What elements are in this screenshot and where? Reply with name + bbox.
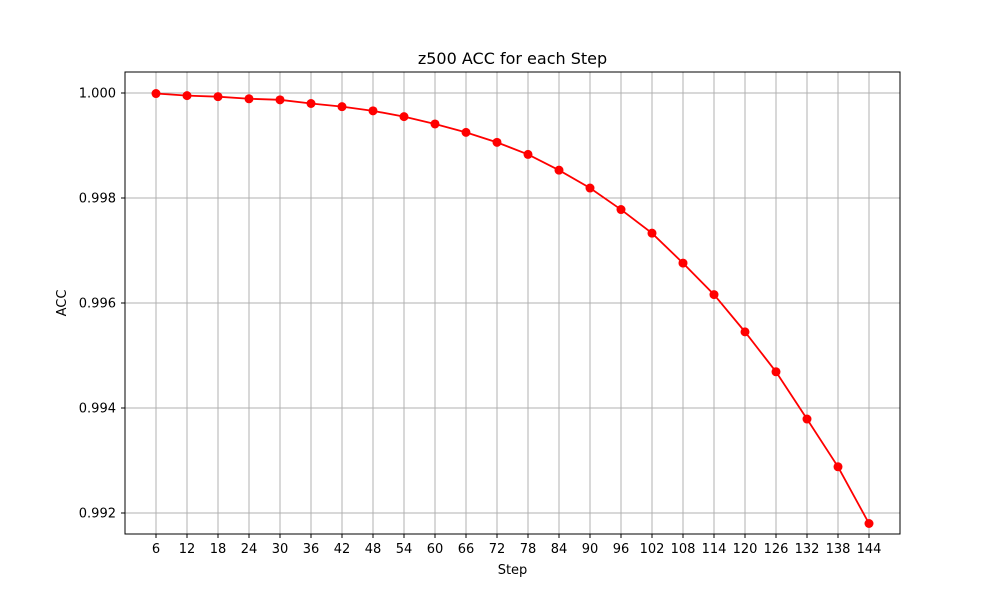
series-line <box>155 92 870 524</box>
x-tick-label: 138 <box>826 542 851 557</box>
data-point <box>771 367 781 377</box>
data-point <box>678 258 688 268</box>
x-tick-label: 12 <box>179 542 196 557</box>
data-point <box>709 290 719 300</box>
data-point <box>833 462 843 472</box>
y-tick-label: 0.998 <box>79 192 116 207</box>
data-point <box>616 205 626 215</box>
x-tick-label: 60 <box>427 542 444 557</box>
data-point <box>275 95 285 105</box>
data-point <box>213 92 223 102</box>
x-tick-label: 90 <box>582 542 599 557</box>
data-point <box>523 149 533 159</box>
x-tick-label: 42 <box>334 542 351 557</box>
x-tick-label: 108 <box>671 542 696 557</box>
x-tick-label: 126 <box>764 542 789 557</box>
x-tick-label: 36 <box>303 542 320 557</box>
data-point <box>399 112 409 122</box>
chart-title: z500 ACC for each Step <box>418 49 607 68</box>
x-tick-label: 114 <box>702 542 727 557</box>
data-point <box>647 228 657 238</box>
data-point <box>554 165 564 175</box>
x-tick-label: 120 <box>733 542 758 557</box>
data-point <box>802 414 812 424</box>
x-tick-label: 102 <box>640 542 665 557</box>
series-layer <box>151 89 874 528</box>
x-tick-label: 18 <box>210 542 227 557</box>
x-tick-label: 6 <box>152 542 160 557</box>
y-tick-label: 0.994 <box>79 402 116 417</box>
x-tick-label: 144 <box>857 542 882 557</box>
data-point <box>461 127 471 137</box>
y-tick-label: 0.992 <box>79 507 116 522</box>
data-point <box>306 99 316 108</box>
data-point <box>368 106 378 116</box>
x-tick-label: 72 <box>489 542 506 557</box>
x-tick-label: 78 <box>520 542 537 557</box>
x-axis-label: Step <box>498 563 528 578</box>
y-tick-label: 0.996 <box>79 297 116 312</box>
x-tick-label: 96 <box>613 542 630 557</box>
x-tick-label: 48 <box>365 542 382 557</box>
data-point <box>864 519 874 528</box>
grid-layer <box>125 72 900 534</box>
x-tick-label: 54 <box>396 542 413 557</box>
data-point <box>492 137 502 147</box>
x-tick-label: 66 <box>458 542 475 557</box>
data-point <box>337 102 347 112</box>
x-tick-label: 30 <box>272 542 289 557</box>
x-tick-label: 84 <box>551 542 568 557</box>
data-point <box>430 119 440 129</box>
x-tick-label: 132 <box>795 542 820 557</box>
data-point <box>244 94 254 104</box>
y-tick-label: 1.000 <box>79 87 116 102</box>
data-point <box>151 89 161 99</box>
x-tick-label: 24 <box>241 542 258 557</box>
data-point <box>585 183 595 193</box>
y-axis-label: ACC <box>55 290 70 317</box>
tick-layer: 6 12 18 24 30 36 42 48 54 60 66 72 78 84 90 96 102 108 114… <box>79 87 882 558</box>
data-point <box>182 91 192 101</box>
data-point <box>740 327 750 337</box>
